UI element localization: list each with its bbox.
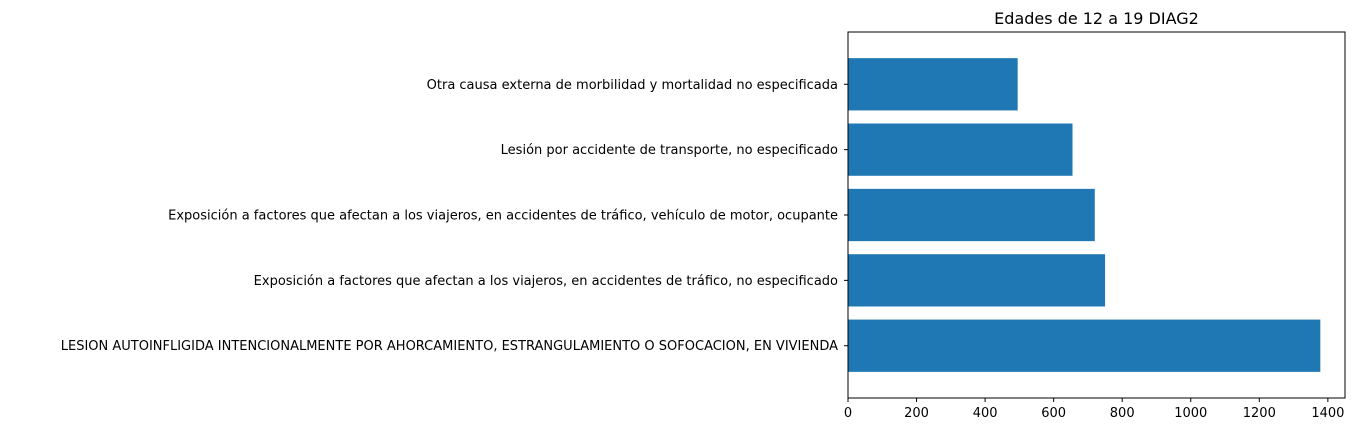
category-label: Otra causa externa de morbilidad y morta… <box>427 78 838 93</box>
bar <box>848 123 1073 176</box>
chart-title: Edades de 12 a 19 DIAG2 <box>994 9 1199 28</box>
x-tick-label: 600 <box>1041 406 1066 421</box>
category-label: Lesión por accidente de transporte, no e… <box>501 143 838 158</box>
bar <box>848 58 1018 111</box>
bar <box>848 254 1106 307</box>
x-axis: 0 200 400 600 800 1000 1200 1400 <box>844 398 1344 421</box>
category-label: Exposición a factores que afectan a los … <box>168 209 838 224</box>
category-label: LESION AUTOINFLIGIDA INTENCIONALMENTE PO… <box>61 339 838 354</box>
plot-frame <box>847 31 1346 399</box>
bar <box>848 319 1321 372</box>
x-tick-label: 1400 <box>1311 406 1344 421</box>
x-tick-label: 400 <box>973 406 998 421</box>
x-tick-label: 200 <box>904 406 929 421</box>
x-tick-label: 800 <box>1110 406 1135 421</box>
x-tick-label: 1200 <box>1243 406 1276 421</box>
bars-layer <box>848 58 1321 372</box>
category-label: Exposición a factores que afectan a los … <box>254 274 838 289</box>
x-tick-label: 0 <box>844 406 852 421</box>
x-tick-label: 1000 <box>1174 406 1207 421</box>
bar <box>848 188 1095 242</box>
category-labels: LESION AUTOINFLIGIDA INTENCIONALMENTE PO… <box>61 78 848 354</box>
